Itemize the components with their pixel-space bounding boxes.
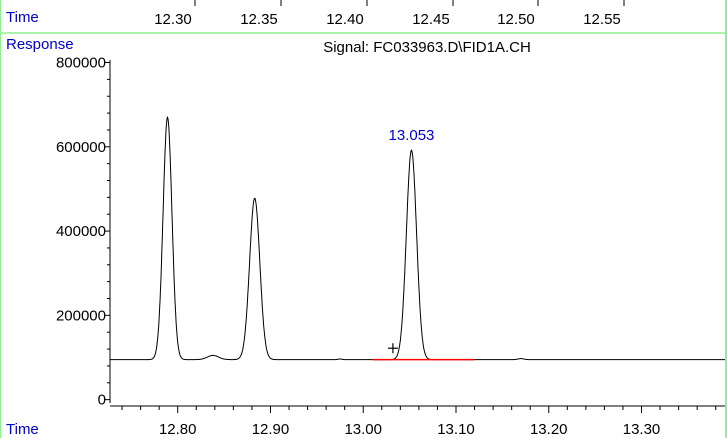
top-tick-label: 12.45 [412,11,450,28]
y-tick-label: 400000 [56,223,106,240]
x-tick-label: 13.00 [344,421,382,438]
x-axis: 12.80 12.90 13.00 13.10 13.20 13.30 [110,405,725,438]
top-tick-label: 12.55 [583,11,621,28]
top-tick-label: 12.30 [154,11,192,28]
top-tick-label: 12.40 [326,11,364,28]
plot-area: 13.053 [110,115,725,361]
y-tick-label: 600000 [56,139,106,156]
y-tick-label: 0 [98,392,106,409]
chart-title: Signal: FC033963.D\FID1A.CH [323,39,531,56]
y-tick-label: 200000 [56,307,106,324]
x-tick-label: 12.90 [252,421,290,438]
y-axis: 0 200000 400000 600000 800000 [56,55,111,409]
top-tick-label: 12.35 [240,11,278,28]
x-tick-label: 13.20 [530,421,568,438]
x-axis-label: Time [6,421,39,438]
x-tick-label: 13.10 [437,421,475,438]
top-tick-label: 12.50 [497,11,535,28]
x-tick-label: 13.30 [623,421,661,438]
signal-trace [110,115,725,361]
top-axis-label: Time [6,9,39,26]
y-tick-label: 800000 [56,55,106,72]
peak-label: 13.053 [389,127,435,144]
x-tick-label: 12.80 [159,421,197,438]
top-axis-ticks: 12.30 12.35 12.40 12.45 12.50 12.55 [154,0,625,28]
y-axis-label: Response [6,36,74,53]
